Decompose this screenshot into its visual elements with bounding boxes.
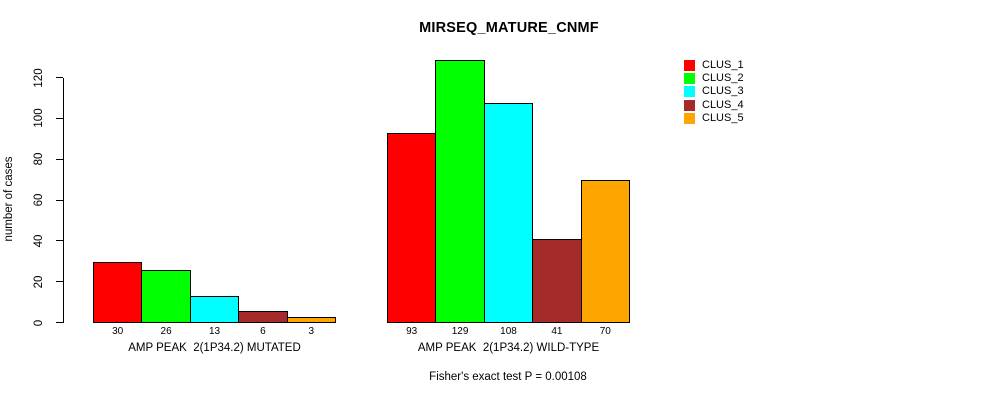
legend-color-swatch-clus_3 (684, 86, 695, 98)
y-axis-line (63, 77, 64, 323)
bar-value-label: 6 (260, 326, 266, 337)
y-tick-label: 40 (33, 234, 45, 248)
legend-item: CLUS_2 (684, 72, 744, 85)
y-tick-label: 120 (33, 67, 45, 88)
legend-label: CLUS_5 (702, 111, 744, 124)
y-tick-mark (56, 240, 63, 242)
bar-clus_3-group2 (483, 103, 534, 323)
y-axis-title: number of cases (3, 156, 15, 242)
bar-clus_4-group1 (238, 311, 288, 323)
legend-label: CLUS_1 (702, 59, 744, 72)
bar-value-label: 3 (308, 326, 315, 337)
y-tick-mark (56, 117, 63, 119)
bar-value-label: 30 (112, 326, 124, 337)
legend-label: CLUS_4 (702, 98, 744, 111)
bar-clus_1-group2 (387, 133, 437, 323)
y-tick-label: 20 (33, 275, 45, 289)
legend-label: CLUS_3 (702, 85, 744, 98)
legend-label: CLUS_2 (702, 72, 744, 85)
fisher-test-annotation: Fisher's exact test P = 0.00108 (429, 371, 587, 383)
y-tick-mark (56, 158, 63, 160)
bar-value-label: 108 (500, 326, 517, 337)
bar-value-label: 41 (551, 326, 563, 337)
bar-value-label: 93 (406, 326, 418, 337)
legend: CLUS_1 CLUS_2 CLUS_3 CLUS_4 CLUS_5 (684, 59, 744, 125)
bar-clus_1-group1 (93, 262, 143, 323)
bar-clus_5-group2 (580, 180, 630, 323)
y-tick-mark (56, 322, 63, 323)
chart-title: MIRSEQ_MATURE_CNMF (419, 20, 599, 36)
y-tick-label: 80 (33, 152, 45, 166)
legend-item: CLUS_1 (684, 59, 744, 72)
legend-color-swatch-clus_4 (684, 99, 695, 111)
y-tick-mark (56, 199, 63, 201)
bar-clus_4-group2 (532, 239, 582, 323)
bar-value-label: 129 (451, 326, 469, 337)
y-tick-label: 100 (33, 108, 45, 128)
legend-color-swatch-clus_5 (684, 112, 695, 124)
legend-item: CLUS_4 (684, 99, 744, 112)
bar-clus_3-group1 (189, 296, 240, 323)
legend-color-swatch-clus_2 (684, 73, 695, 85)
bar-clus_5-group1 (286, 317, 336, 323)
legend-item: CLUS_3 (684, 85, 744, 98)
x-axis-group-label: AMP PEAK 2(1P34.2) WILD-TYPE (417, 342, 600, 354)
bar-value-label: 13 (208, 326, 221, 337)
bar-clus_2-group2 (435, 60, 485, 323)
legend-item: CLUS_5 (684, 112, 744, 125)
legend-color-swatch-clus_1 (684, 60, 695, 72)
x-axis-group-label: AMP PEAK 2(1P34.2) MUTATED (128, 342, 301, 354)
bar-value-label: 70 (599, 326, 611, 337)
y-tick-mark (56, 77, 63, 78)
bar-clus_2-group1 (141, 270, 191, 323)
y-tick-label: 0 (33, 319, 45, 326)
y-tick-mark (56, 281, 63, 283)
bar-value-label: 26 (160, 326, 172, 337)
y-tick-label: 60 (33, 193, 45, 207)
